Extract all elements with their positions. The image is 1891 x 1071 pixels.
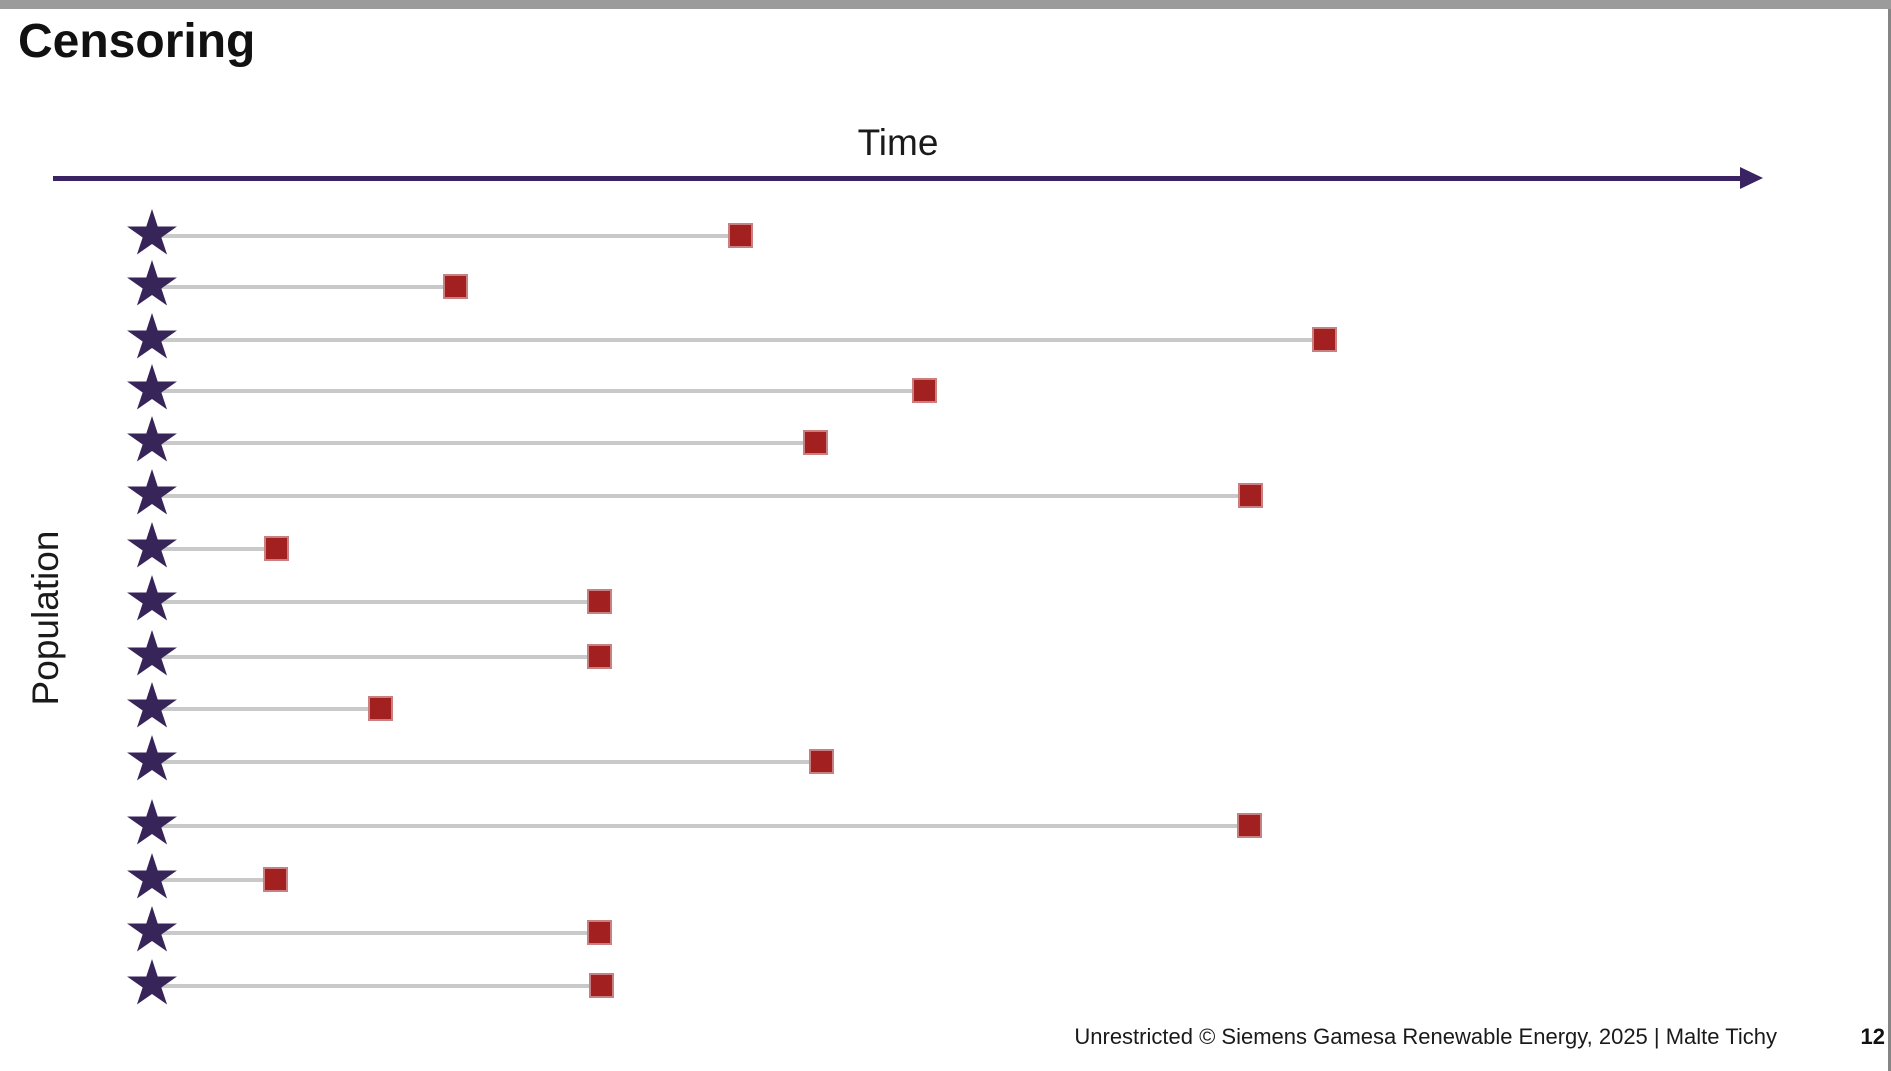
- y-axis-label: Population: [25, 530, 66, 706]
- lifeline: [152, 878, 276, 882]
- event-square-icon: [803, 430, 828, 455]
- time-axis-line: [53, 176, 1743, 181]
- lifeline: [152, 984, 602, 988]
- lifeline: [152, 285, 456, 289]
- right-edge-border: [1888, 9, 1891, 1071]
- event-square-icon: [263, 867, 288, 892]
- event-square-icon: [587, 644, 612, 669]
- lifeline: [152, 707, 381, 711]
- lifeline: [152, 547, 277, 551]
- lifeline: [152, 441, 816, 445]
- x-axis-label: Time: [857, 122, 939, 163]
- lifeline: [152, 494, 1251, 498]
- lifeline: [152, 389, 925, 393]
- time-axis-arrowhead-icon: [1740, 167, 1763, 189]
- lifeline: [152, 655, 600, 659]
- event-square-icon: [912, 378, 937, 403]
- lifeline: [152, 760, 822, 764]
- lifeline: [152, 600, 600, 604]
- event-square-icon: [587, 589, 612, 614]
- lifeline: [152, 338, 1325, 342]
- slide-title: Censoring: [18, 15, 256, 68]
- lifeline: [152, 234, 741, 238]
- event-square-icon: [587, 920, 612, 945]
- page-number: 12: [1860, 1024, 1885, 1049]
- event-square-icon: [368, 696, 393, 721]
- event-square-icon: [264, 536, 289, 561]
- event-square-icon: [589, 973, 614, 998]
- event-square-icon: [443, 274, 468, 299]
- event-square-icon: [728, 223, 753, 248]
- event-square-icon: [1238, 483, 1263, 508]
- event-square-icon: [1312, 327, 1337, 352]
- top-bar: [0, 0, 1891, 9]
- event-square-icon: [1237, 813, 1262, 838]
- lifeline: [152, 824, 1250, 828]
- lifeline: [152, 931, 600, 935]
- footer-text: Unrestricted © Siemens Gamesa Renewable …: [1074, 1024, 1777, 1049]
- event-square-icon: [809, 749, 834, 774]
